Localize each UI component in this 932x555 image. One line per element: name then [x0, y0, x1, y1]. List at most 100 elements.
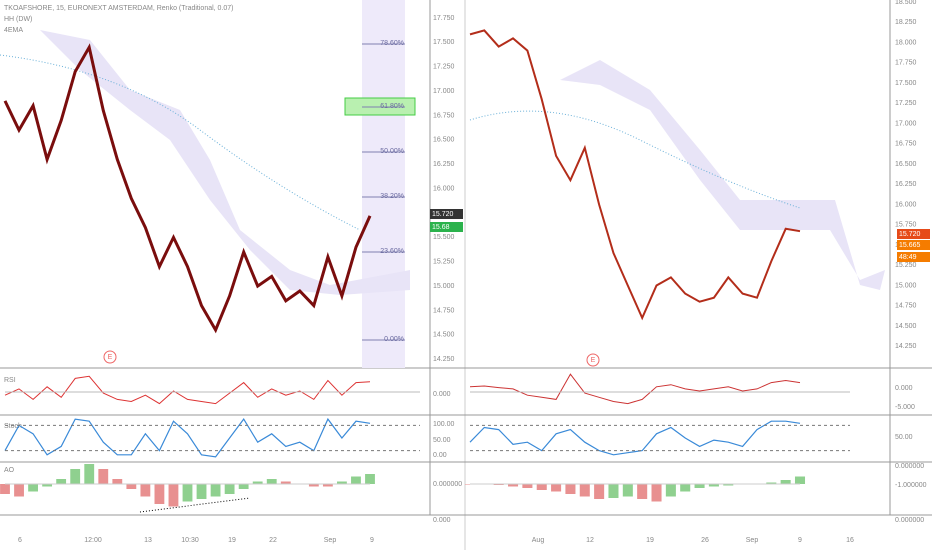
price-line — [469, 29, 801, 321]
ao-bar — [522, 484, 533, 488]
stoch-line — [469, 420, 801, 456]
stoch-line — [4, 417, 371, 458]
ao-bar — [322, 484, 333, 487]
ao-bar — [0, 484, 10, 494]
time-tick-label: Sep — [746, 537, 759, 544]
ao-bar — [210, 484, 221, 497]
symbol: TKOAFSHORE, 15, EURONEXT AMSTERDAM, Renk… — [4, 5, 234, 12]
price-tick-label: 17.000 — [895, 120, 917, 127]
ao-bar — [266, 479, 277, 484]
price-tick-label: 14.750 — [895, 303, 917, 310]
price-badge-label: 15.720 — [432, 211, 454, 218]
ao-bar — [70, 469, 81, 484]
ao-bar — [140, 484, 151, 497]
price-tick-label: 15.000 — [433, 283, 455, 290]
price-badge — [430, 209, 463, 219]
price-tick-label: 15.250 — [433, 259, 455, 266]
ao-bar — [365, 474, 375, 484]
ao-bar — [98, 469, 109, 484]
indicator-tick-label: 50.00 — [433, 437, 451, 444]
ao-bar — [42, 484, 53, 487]
price-tick-label: 18.000 — [895, 39, 917, 46]
ao-bar — [168, 484, 179, 507]
ao-bar — [579, 484, 590, 497]
ema — [469, 110, 801, 209]
price-badge — [430, 222, 463, 232]
price-badge-label: 48:49 — [899, 254, 917, 261]
ao-bar — [182, 484, 193, 502]
price-tick-label: 17.250 — [433, 64, 455, 71]
study: 4EMA — [4, 27, 23, 34]
trendline — [139, 497, 251, 513]
price-badge — [897, 240, 930, 250]
event-label: E — [591, 357, 596, 364]
price-badge — [897, 229, 930, 239]
indicator-tick-label: -5.000 — [895, 404, 915, 411]
price-tick-label: 14.500 — [895, 323, 917, 330]
price-tick-label: 16.750 — [433, 112, 455, 119]
price-tick-label: 15.000 — [895, 282, 917, 289]
ao-bar — [780, 480, 791, 484]
price-tick-label: 17.250 — [895, 100, 917, 107]
price-badge-label: 15.68 — [432, 224, 450, 231]
ao-bar — [723, 484, 734, 486]
indicator-tick-label: 0.000000 — [895, 517, 924, 524]
price-badge — [897, 252, 930, 262]
cloud — [560, 60, 885, 290]
ao-bar — [794, 476, 806, 484]
ema — [0, 54, 361, 231]
ao-bar — [608, 484, 619, 498]
study: HH (DW) — [4, 16, 32, 23]
price-tick-label: 17.500 — [433, 39, 455, 46]
time-tick-label: 12:00 — [84, 537, 102, 544]
ao-bar — [665, 484, 676, 497]
fib-label: 0.00% — [384, 336, 404, 343]
fib-zone — [362, 0, 405, 368]
time-tick-label: 19 — [646, 537, 654, 544]
event-icon[interactable] — [586, 353, 600, 367]
event-icon[interactable] — [103, 350, 117, 364]
price-badge-label: 15.665 — [899, 242, 921, 249]
time-tick-label: 10:30 — [181, 537, 199, 544]
pane-label: Stoch — [4, 423, 22, 430]
time-tick-label: 26 — [701, 537, 709, 544]
ao-bar — [337, 481, 347, 484]
ao-bar — [594, 484, 605, 499]
price-tick-label: 16.500 — [433, 137, 455, 144]
ao-bar — [637, 484, 648, 499]
rsi-line — [4, 375, 371, 405]
time-tick-label: 19 — [228, 537, 236, 544]
indicator-tick-label: -1.000000 — [895, 482, 927, 489]
price-tick-label: 18.500 — [895, 0, 917, 6]
price-badge-label: 15.720 — [899, 231, 921, 238]
time-tick-label: Sep — [324, 537, 337, 544]
ao-bar — [238, 484, 249, 489]
price-tick-label: 16.000 — [895, 201, 917, 208]
ao-bar — [154, 484, 165, 504]
pane-label: AO — [4, 467, 15, 474]
time-tick-label: Aug — [532, 537, 545, 544]
pane-label: RSI — [4, 377, 16, 384]
time-tick-label: 9 — [370, 537, 374, 544]
time-tick-label: 22 — [269, 537, 277, 544]
price-tick-label: 17.500 — [895, 80, 917, 87]
ao-bar — [252, 481, 263, 484]
fib-label: 61.80% — [380, 103, 404, 110]
time-tick-label: 6 — [18, 537, 22, 544]
fib-label: 78.60% — [380, 40, 404, 47]
indicator-tick-label: 0.000 — [895, 385, 913, 392]
price-tick-label: 14.750 — [433, 307, 455, 314]
time-tick-label: 9 — [798, 537, 802, 544]
indicator-tick-label: 50.00 — [895, 434, 913, 441]
ao-bar — [694, 484, 705, 488]
rsi-line — [469, 373, 801, 405]
price-tick-label: 17.750 — [433, 15, 455, 22]
price-tick-label: 16.250 — [895, 181, 917, 188]
ao-bar — [766, 482, 777, 484]
indicator-tick-label: 0.000000 — [433, 481, 462, 488]
fib-label: 38.20% — [380, 193, 404, 200]
price-tick-label: 15.750 — [895, 222, 917, 229]
price-tick-label: 17.750 — [895, 60, 917, 67]
